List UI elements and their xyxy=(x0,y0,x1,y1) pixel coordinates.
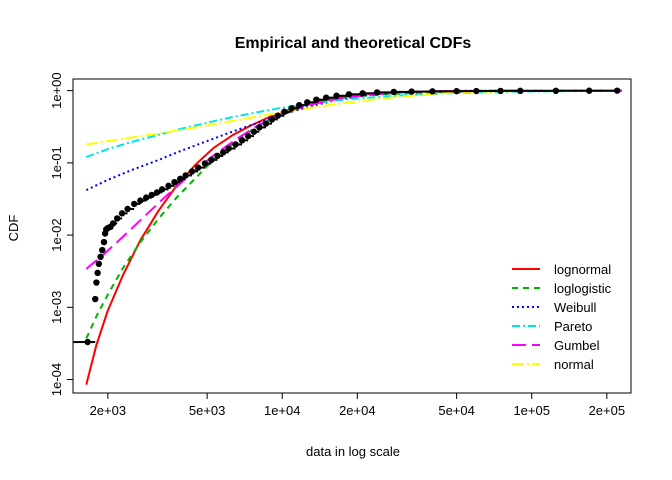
y-tick-label: 1e-03 xyxy=(49,291,64,324)
empirical-point xyxy=(92,295,99,303)
empirical-point xyxy=(194,164,202,171)
empirical-point xyxy=(94,269,101,277)
x-axis-label: data in log scale xyxy=(306,444,400,459)
empirical-point xyxy=(130,200,138,208)
x-tick-label: 5e+03 xyxy=(189,403,226,418)
empirical-point xyxy=(497,87,504,95)
legend-label-loglogistic: loglogistic xyxy=(554,281,612,296)
empirical-point xyxy=(95,260,103,268)
empirical-point xyxy=(225,145,232,152)
empirical-point xyxy=(208,156,215,164)
empirical-point xyxy=(177,175,184,183)
y-axis-label: CDF xyxy=(6,215,21,242)
y-tick-label: 1e-04 xyxy=(49,363,64,396)
empirical-point xyxy=(97,253,104,261)
empirical-point xyxy=(613,87,621,94)
empirical-point xyxy=(165,182,172,190)
legend-label-lognormal: lognormal xyxy=(554,262,611,277)
empirical-point xyxy=(201,160,209,167)
empirical-point xyxy=(153,189,161,196)
empirical-point xyxy=(143,194,150,201)
empirical-point xyxy=(313,96,320,103)
legend-label-gumbel: Gumbel xyxy=(554,338,600,353)
empirical-point xyxy=(262,120,270,127)
y-axis: 1e-04 1e-03 1e-02 1e-01 1e+00 xyxy=(49,72,73,396)
empirical-point xyxy=(345,91,353,98)
empirical-point xyxy=(148,191,155,199)
empirical-point xyxy=(109,220,117,227)
empirical-point xyxy=(137,197,144,204)
empirical-point xyxy=(250,128,258,135)
plot-area-frame xyxy=(72,78,632,394)
empirical-point xyxy=(99,246,106,254)
empirical-point xyxy=(244,132,252,140)
x-tick-label: 2e+03 xyxy=(90,403,127,418)
empirical-point xyxy=(268,116,276,123)
y-tick-label: 1e+00 xyxy=(49,72,64,109)
empirical-point xyxy=(304,99,311,106)
empirical-point xyxy=(429,88,436,95)
empirical-point xyxy=(359,90,366,97)
empirical-point xyxy=(517,87,524,95)
empirical-point xyxy=(93,279,100,286)
empirical-point xyxy=(256,124,263,131)
legend-label-pareto: Pareto xyxy=(554,319,592,334)
series-line-loglogistic xyxy=(85,89,623,339)
empirical-point xyxy=(118,210,126,217)
x-tick-label: 5e+04 xyxy=(438,403,475,418)
empirical-cdf-points xyxy=(73,87,621,346)
empirical-point xyxy=(100,238,108,246)
empirical-point xyxy=(84,338,91,346)
empirical-point xyxy=(124,205,131,213)
x-tick-label: 1e+04 xyxy=(264,403,301,418)
empirical-point xyxy=(158,186,166,193)
empirical-point xyxy=(552,87,560,95)
empirical-point xyxy=(188,168,196,175)
empirical-point xyxy=(288,105,295,112)
empirical-point xyxy=(453,87,460,95)
y-tick-label: 1e-02 xyxy=(49,218,64,251)
empirical-point xyxy=(214,152,221,160)
chart-title: Empirical and theoretical CDFs xyxy=(235,35,472,52)
x-axis: 2e+03 5e+03 1e+04 2e+04 5e+04 1e+05 2e+05 xyxy=(90,393,625,418)
empirical-point xyxy=(473,87,480,95)
legend: lognormal loglogistic Weibull Pareto Gumbel n… xyxy=(512,262,612,372)
empirical-point xyxy=(220,149,227,156)
empirical-point xyxy=(296,101,303,109)
legend-label-weibull: Weibull xyxy=(554,300,597,315)
empirical-point xyxy=(281,108,288,115)
empirical-point xyxy=(113,215,121,222)
empirical-point xyxy=(171,178,178,186)
empirical-point xyxy=(232,141,239,148)
x-tick-label: 2e+05 xyxy=(589,403,626,418)
empirical-point xyxy=(238,137,246,144)
x-tick-label: 1e+05 xyxy=(513,403,550,418)
empirical-point xyxy=(586,87,593,94)
empirical-point xyxy=(408,88,415,95)
empirical-point xyxy=(322,94,330,101)
y-tick-label: 1e-01 xyxy=(49,146,64,179)
empirical-point xyxy=(390,88,397,96)
series-line-normal xyxy=(86,89,622,146)
empirical-point xyxy=(373,89,381,96)
x-tick-label: 2e+04 xyxy=(339,403,376,418)
empirical-point xyxy=(333,92,340,99)
empirical-point xyxy=(182,172,189,179)
empirical-point xyxy=(274,112,282,119)
legend-label-normal: normal xyxy=(554,357,594,372)
